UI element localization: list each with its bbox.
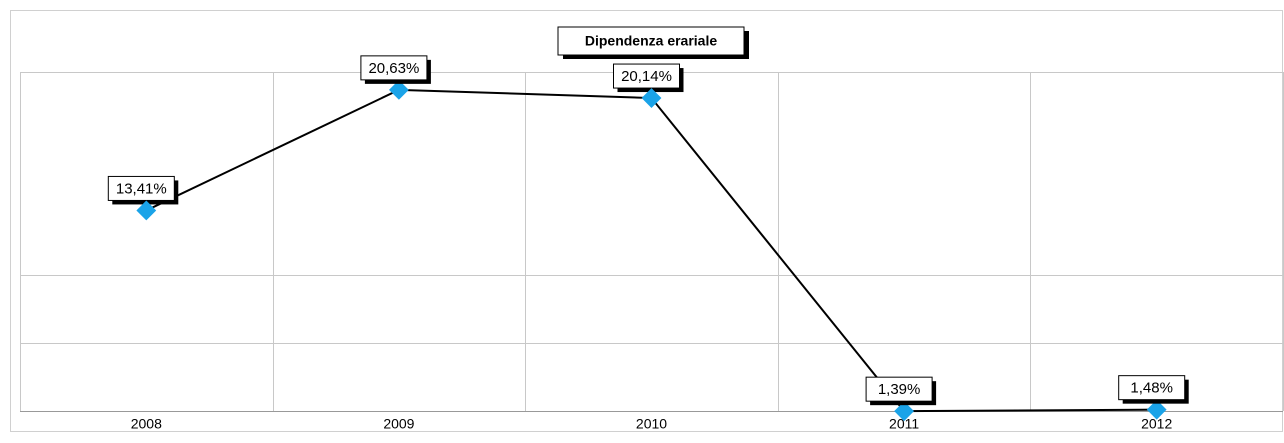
data-label: 1,39% (865, 376, 937, 406)
marker (894, 401, 914, 422)
x-tick-label: 2011 (889, 416, 919, 432)
chart-title: Dipendenza erariale (585, 33, 717, 49)
x-tick-label: 2009 (383, 416, 414, 432)
x-tick-label: 2010 (636, 416, 667, 432)
data-label: 20,14% (613, 63, 684, 93)
data-label-text: 1,39% (878, 381, 921, 398)
marker (136, 200, 157, 221)
x-tick-label: 2008 (131, 416, 162, 432)
label-box (107, 175, 175, 201)
title-box: Dipendenza erariale (557, 26, 749, 59)
data-label-text: 13,41% (116, 180, 167, 197)
data-label: 1,48% (1118, 375, 1189, 404)
marker (1146, 399, 1167, 420)
x-tick-label: 2012 (1141, 416, 1172, 432)
data-label: 13,41% (107, 175, 179, 205)
label-box (360, 55, 428, 81)
label-box (613, 63, 680, 89)
data-label-text: 20,63% (368, 60, 419, 77)
data-label-text: 20,14% (621, 68, 672, 85)
marker (389, 79, 409, 100)
data-label: 20,63% (360, 55, 431, 84)
label-box (865, 376, 933, 402)
label-box (1118, 375, 1186, 401)
data-label-text: 1,48% (1130, 380, 1173, 397)
